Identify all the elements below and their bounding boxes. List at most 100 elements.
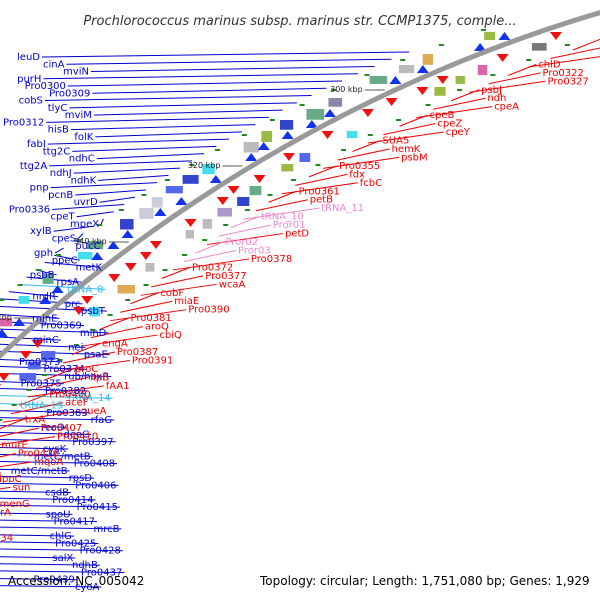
gene-label[interactable]: spoU (45, 509, 70, 520)
gene-label[interactable]: Pro0400 (49, 389, 90, 400)
gene-label[interactable]: fabI (27, 139, 46, 150)
gene-label[interactable]: trxA (25, 415, 46, 426)
gene-label[interactable]: lepA (0, 465, 1, 476)
gene-label[interactable]: rub/hoxR (64, 371, 109, 382)
gene-label[interactable]: leuD (17, 52, 40, 63)
gene-label[interactable]: pcnB (48, 190, 73, 201)
gene-label[interactable]: ndhJ (50, 168, 72, 179)
gene-label[interactable]: pucC (75, 241, 100, 252)
gene-label[interactable]: Pro0391 (132, 355, 173, 366)
gene-label[interactable]: engA (102, 339, 128, 350)
gene-label[interactable]: fdx (349, 169, 365, 180)
gene-label[interactable]: wcaA (219, 279, 246, 290)
gene-label[interactable]: psaE (84, 350, 108, 361)
gene-label[interactable]: proC (75, 364, 98, 375)
gene-label[interactable]: aroQ (145, 322, 169, 333)
gene-label[interactable]: Pro0361 (299, 186, 340, 197)
gene-label[interactable]: Pro0378 (251, 254, 292, 265)
gene-label[interactable]: Pro0439 (34, 575, 75, 586)
gene-label[interactable]: rpsA (56, 277, 79, 288)
gene-label[interactable]: aceF (65, 398, 89, 409)
gene-label[interactable]: cpeT (51, 212, 76, 223)
gene-label[interactable]: fAA1 (106, 381, 130, 392)
rna-label[interactable]: tRNA_15 (20, 400, 63, 411)
gene-label[interactable]: Pro0387 (117, 347, 158, 358)
gene-label[interactable]: petB (310, 195, 333, 206)
rna-label[interactable]: tRNA_8 (67, 284, 104, 295)
gene-label[interactable]: queA (81, 406, 107, 417)
gene-label[interactable]: Pro0437 (81, 567, 122, 578)
gene-label[interactable]: ttg2C (43, 146, 71, 157)
gene-label[interactable]: mpeX (70, 219, 99, 230)
gene-label[interactable]: nrdR (32, 292, 56, 303)
gene-label[interactable]: Pro0309 (49, 88, 90, 99)
gene-label[interactable]: csdB (45, 488, 69, 499)
gene-label[interactable]: ndh (487, 93, 506, 104)
gene-label[interactable]: Pro0397 (72, 437, 113, 448)
rna-label[interactable]: tRNA_14 (68, 393, 111, 404)
gene-label[interactable]: Pro0415 (77, 502, 118, 513)
gene-label[interactable]: folK (74, 132, 93, 143)
gene-label[interactable]: cpeA (494, 102, 519, 113)
gene-label[interactable]: Pro0406 (75, 480, 116, 491)
gene-label[interactable]: psbJ (481, 85, 502, 96)
gene-label[interactable]: uvrD (74, 197, 98, 208)
gene-label[interactable]: hemK (392, 144, 421, 155)
gene-label[interactable]: Pro0327 (547, 76, 588, 87)
gene-label[interactable]: Pro0408 (74, 459, 115, 470)
gene-label[interactable]: cysK (43, 444, 67, 455)
gene-label[interactable]: salX (52, 553, 73, 564)
gene-label[interactable]: ubiE/menG (0, 499, 30, 510)
gene-label[interactable]: murE (1, 440, 28, 451)
gene-label[interactable]: mviM (65, 110, 92, 121)
gene-label[interactable]: Pro0372 (192, 262, 233, 273)
gene-label[interactable]: mviN (63, 67, 89, 78)
gene-label[interactable]: Pro0374 (43, 364, 84, 375)
gene-label[interactable]: Pro0428 (80, 546, 121, 557)
gene-label[interactable]: prc (65, 299, 81, 310)
gene-label[interactable]: Pro0312 (3, 117, 44, 128)
gene-label[interactable]: minC (33, 335, 59, 346)
gene-label[interactable]: Pro0377 (205, 271, 246, 282)
gene-label[interactable]: ndhC (69, 154, 95, 165)
gene-label[interactable]: psbB (30, 270, 55, 281)
rna-label[interactable]: tRNA_11 (321, 203, 364, 214)
gene-label[interactable]: deoC (64, 430, 90, 441)
rna-label[interactable]: Pror02 (225, 237, 258, 248)
gene-label[interactable]: gph (34, 248, 53, 259)
gene-label[interactable]: ndhK (71, 175, 97, 186)
gene-label[interactable]: recO (41, 422, 65, 433)
gene-label[interactable]: chlD (538, 59, 561, 70)
gene-label[interactable]: Pro0381 (130, 313, 171, 324)
gene-label[interactable]: SUA5 (382, 136, 409, 147)
gene-label[interactable]: Pro0434 (0, 533, 13, 544)
gene-label[interactable]: sun (12, 482, 30, 493)
gene-label[interactable]: cobS (19, 96, 43, 107)
gene-label[interactable]: cirA (0, 508, 11, 519)
gene-label[interactable]: fcbC (360, 178, 382, 189)
gene-label[interactable]: nei (68, 342, 83, 353)
gene-label[interactable]: Pro0355 (339, 161, 380, 172)
gene-label[interactable]: lipB (90, 372, 109, 383)
gene-label[interactable]: Pro0322 (543, 68, 584, 79)
gene-label[interactable]: Pro0369 (41, 321, 82, 332)
gene-label[interactable]: cpeZ (437, 119, 462, 130)
gene-label[interactable]: tlyC (48, 103, 68, 114)
gene-label[interactable]: mrcB (93, 524, 119, 535)
gene-label[interactable]: metC/metB (11, 466, 68, 477)
rna-label[interactable]: Pror03 (238, 245, 271, 256)
rna-label[interactable]: Pror01 (273, 220, 306, 231)
gene-label[interactable]: purH (17, 74, 41, 85)
gene-label[interactable]: Pro0336 (9, 204, 50, 215)
gene-label[interactable]: ppeC (52, 255, 78, 266)
gene-label[interactable]: Pro0414 (52, 495, 93, 506)
gene-label[interactable]: pnp (30, 183, 49, 194)
rna-label[interactable]: tRNA_10 (261, 212, 304, 223)
gene-label[interactable]: Pro0300 (25, 81, 66, 92)
gene-label[interactable]: cpeB (430, 110, 455, 121)
gene-label[interactable]: cbiQ (159, 330, 182, 341)
gene-label[interactable]: Pro0390 (188, 305, 229, 316)
gene-label[interactable]: miaE (174, 296, 199, 307)
gene-label[interactable]: metC/metB (34, 451, 91, 462)
gene-label[interactable]: chlG (50, 531, 72, 542)
